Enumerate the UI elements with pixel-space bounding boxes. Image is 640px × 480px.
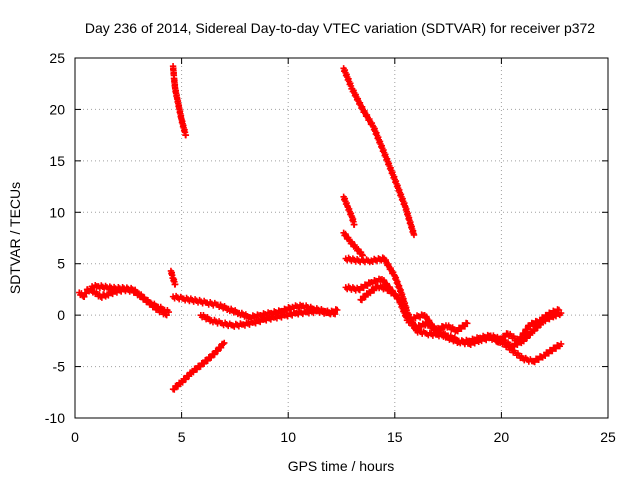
data-point	[171, 386, 178, 393]
data-point	[390, 290, 397, 297]
y-tick-labels: -10 -5 0 5 10 15 20 25	[45, 50, 65, 426]
data-point	[502, 333, 509, 341]
data-point	[521, 330, 528, 337]
series-track-j	[340, 229, 366, 258]
data-point	[524, 326, 531, 333]
series-track-o	[493, 306, 561, 346]
series-track-b	[88, 281, 171, 316]
x-tick-label: 25	[600, 429, 616, 445]
data-point	[334, 306, 341, 314]
y-tick-label: 10	[49, 204, 65, 220]
data-point	[516, 337, 523, 345]
x-tick-label: 5	[178, 429, 186, 445]
y-axis-label: SDTVAR / TECUs	[7, 182, 23, 294]
data-point	[174, 383, 182, 390]
data-point	[555, 306, 563, 314]
data-point	[526, 331, 534, 339]
series-track-h	[340, 65, 417, 237]
data-point	[391, 291, 398, 298]
data-point	[557, 340, 565, 348]
data-point	[221, 339, 228, 347]
x-tick-labels: 0 5 10 15 20 25	[71, 429, 616, 445]
data-point	[165, 308, 173, 316]
data-point	[182, 376, 190, 383]
y-tick-label: 5	[57, 256, 65, 272]
data-point	[204, 357, 211, 364]
y-tick-label: 15	[49, 153, 65, 169]
data-point	[523, 334, 531, 342]
data-point	[185, 373, 193, 380]
data-point	[182, 131, 190, 139]
x-tick-label: 10	[280, 429, 296, 445]
series-track-n	[410, 311, 470, 335]
data-point	[190, 369, 197, 376]
data-point	[464, 320, 471, 327]
y-tick-label: 25	[49, 50, 65, 66]
y-tick-label: 0	[57, 307, 65, 323]
data-marks	[76, 63, 565, 393]
x-tick-label: 15	[387, 429, 403, 445]
series-track-c	[169, 63, 189, 139]
y-tick-label: -10	[45, 410, 65, 426]
data-point	[179, 379, 186, 386]
data-point	[208, 354, 215, 361]
data-point	[172, 281, 179, 288]
data-point	[531, 327, 538, 335]
data-point	[362, 293, 369, 301]
tick-marks	[74, 57, 609, 419]
data-point	[197, 363, 204, 370]
data-point	[214, 347, 222, 355]
series-track-i	[340, 193, 358, 228]
data-point	[495, 339, 502, 346]
data-point	[518, 333, 526, 341]
grid	[75, 58, 608, 418]
data-point	[358, 296, 366, 304]
x-axis-label: GPS time / hours	[288, 458, 395, 474]
y-tick-label: 20	[49, 101, 65, 117]
data-point	[211, 351, 218, 358]
series-track-m	[357, 282, 397, 304]
x-tick-label: 0	[71, 429, 79, 445]
y-tick-label: -5	[53, 359, 66, 375]
data-point	[193, 366, 201, 373]
data-point	[410, 231, 418, 239]
chart-title: Day 236 of 2014, Sidereal Day-to-day VTE…	[85, 20, 595, 36]
series-track-g	[169, 340, 227, 393]
data-point	[498, 336, 506, 343]
data-point	[534, 324, 541, 332]
data-point	[219, 340, 227, 348]
data-point	[217, 344, 225, 351]
series-track-f	[197, 306, 340, 330]
data-point	[200, 360, 208, 368]
plot-frame	[74, 57, 609, 419]
x-tick-label: 20	[494, 429, 510, 445]
data-point	[351, 221, 358, 228]
